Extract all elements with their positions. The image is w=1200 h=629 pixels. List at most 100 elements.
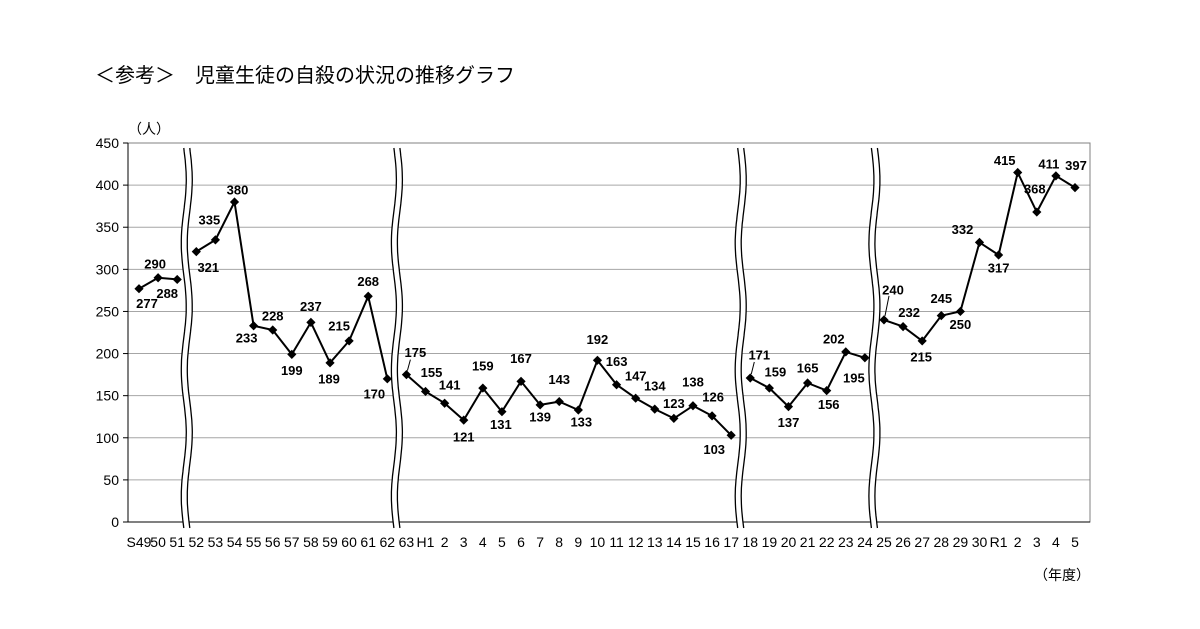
data-label-34: 137 xyxy=(778,415,800,430)
data-label-17: 121 xyxy=(453,430,475,445)
data-point-marker-25 xyxy=(611,380,622,390)
data-label-20: 167 xyxy=(510,351,532,366)
x-tick-label-48: 4 xyxy=(1052,534,1060,550)
x-tick-label-35: 21 xyxy=(800,534,816,550)
axis-break-right-line-3 xyxy=(874,147,881,529)
x-tick-label-8: 57 xyxy=(284,534,300,550)
data-point-marker-47 xyxy=(1032,207,1042,217)
x-tick-label-1: 50 xyxy=(150,534,166,550)
data-label-10: 189 xyxy=(318,371,340,386)
data-label-13: 170 xyxy=(363,386,385,401)
data-label-15: 155 xyxy=(421,365,443,380)
x-tick-label-20: 6 xyxy=(517,534,525,550)
data-label-29: 138 xyxy=(682,374,704,389)
data-label-48: 411 xyxy=(1038,156,1059,171)
axis-break-left-line-2 xyxy=(734,147,741,529)
data-label-43: 250 xyxy=(950,317,972,332)
data-label-9: 237 xyxy=(300,299,322,314)
data-point-marker-35 xyxy=(802,378,813,388)
x-tick-label-38: 24 xyxy=(857,534,873,550)
data-label-35: 165 xyxy=(797,361,819,376)
data-point-marker-20 xyxy=(516,376,526,386)
data-point-marker-7 xyxy=(268,325,278,335)
x-tick-label-6: 55 xyxy=(246,534,262,550)
data-point-marker-37 xyxy=(841,347,851,357)
x-tick-label-24: 10 xyxy=(590,534,606,550)
y-axis-unit-label: （人） xyxy=(128,122,170,138)
data-label-23: 133 xyxy=(570,415,592,430)
data-point-marker-10 xyxy=(325,358,335,368)
data-point-marker-36 xyxy=(822,386,832,396)
x-tick-label-49: 5 xyxy=(1071,534,1079,550)
y-axis-ticks: 0 50 100 150 200 250 300 350 400 450 xyxy=(96,135,128,530)
x-tick-label-47: 3 xyxy=(1033,534,1041,550)
data-point-marker-32 xyxy=(745,373,755,383)
x-tick-label-43: 29 xyxy=(953,534,969,550)
data-point-marker-6 xyxy=(249,321,259,331)
data-point-marker-49 xyxy=(1070,183,1080,193)
axis-break-right-line-2 xyxy=(740,147,747,529)
x-tick-label-32: 18 xyxy=(743,534,759,550)
axis-break-marker-2 xyxy=(734,147,747,529)
x-tick-label-11: 60 xyxy=(341,534,357,550)
x-tick-label-16: 2 xyxy=(441,534,449,550)
x-tick-label-7: 56 xyxy=(265,534,281,550)
y-tick-label-100: 100 xyxy=(96,430,120,446)
data-label-37: 202 xyxy=(823,331,845,346)
data-labels: 277 290 288 321 335 380 233 228 199 237 189 215 268 1… xyxy=(136,153,1087,457)
axis-break-marker-3 xyxy=(868,147,881,529)
data-point-marker-34 xyxy=(783,402,794,412)
data-point-marker-14 xyxy=(401,370,412,380)
x-tick-label-2: 51 xyxy=(169,534,185,550)
data-point-marker-1 xyxy=(153,273,163,283)
data-label-41: 215 xyxy=(910,349,932,364)
y-tick-label-0: 0 xyxy=(111,514,119,530)
data-label-7: 228 xyxy=(262,309,284,324)
data-point-marker-2 xyxy=(172,274,182,285)
data-point-marker-21 xyxy=(535,400,545,410)
y-tick-label-400: 400 xyxy=(96,177,120,193)
data-point-marker-9 xyxy=(306,317,316,327)
data-point-marker-46 xyxy=(1013,167,1023,178)
y-tick-label-50: 50 xyxy=(103,472,119,488)
data-label-1: 290 xyxy=(144,256,166,271)
data-point-marker-23 xyxy=(573,405,583,415)
data-point-marker-4 xyxy=(210,235,221,245)
data-point-marker-18 xyxy=(478,383,488,393)
y-tick-label-250: 250 xyxy=(96,303,120,319)
data-point-marker-27 xyxy=(650,404,660,414)
data-point-marker-48 xyxy=(1051,171,1061,181)
x-tick-label-14: 63 xyxy=(399,534,415,550)
data-label-22: 143 xyxy=(548,372,570,387)
data-point-marker-3 xyxy=(191,247,201,257)
x-tick-label-15: H1 xyxy=(417,534,435,550)
axis-break-right-line-0 xyxy=(186,147,193,529)
y-tick-label-300: 300 xyxy=(96,261,120,277)
data-point-marker-19 xyxy=(497,407,507,417)
x-tick-label-10: 59 xyxy=(322,534,338,550)
x-tick-label-36: 22 xyxy=(819,534,835,550)
leader-line-14 xyxy=(406,359,411,371)
data-point-marker-5 xyxy=(229,197,240,207)
x-tick-label-45: R1 xyxy=(990,534,1008,550)
data-label-39: 240 xyxy=(882,282,904,297)
x-tick-label-13: 62 xyxy=(380,534,396,550)
data-point-marker-33 xyxy=(764,383,774,393)
data-point-marker-13 xyxy=(382,374,392,384)
data-label-leader-lines xyxy=(406,295,890,375)
data-label-2: 288 xyxy=(156,286,178,301)
x-tick-label-12: 61 xyxy=(360,534,376,550)
data-label-5: 380 xyxy=(227,183,249,198)
axis-break-right-line-1 xyxy=(396,147,404,529)
y-tick-label-350: 350 xyxy=(96,219,120,235)
x-tick-label-28: 14 xyxy=(666,534,682,550)
data-label-30: 126 xyxy=(702,389,724,404)
data-point-marker-38 xyxy=(860,353,870,363)
axis-break-band-0 xyxy=(181,148,193,528)
data-label-16: 141 xyxy=(439,378,461,393)
x-tick-label-19: 5 xyxy=(498,534,506,550)
data-label-24: 192 xyxy=(587,332,609,347)
data-point-marker-26 xyxy=(631,393,641,403)
